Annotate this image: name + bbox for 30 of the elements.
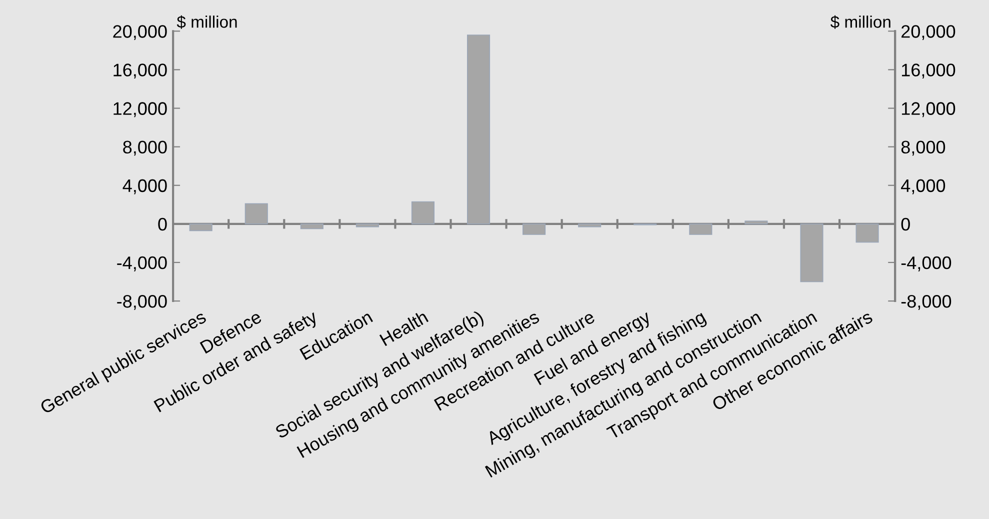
y-tick-label: 8,000	[123, 140, 167, 156]
y-axis-title: $ million	[176, 15, 237, 29]
bar	[244, 203, 268, 224]
y2-tick-label: 12,000	[902, 102, 956, 118]
y2-tick-label: 16,000	[902, 64, 956, 79]
y2-tick-label: 8,000	[901, 140, 946, 156]
bar	[356, 223, 379, 228]
bar	[411, 201, 435, 224]
y2-tick-label: 20,000	[902, 25, 956, 40]
bar	[300, 223, 324, 230]
bar	[522, 223, 546, 235]
bar	[744, 220, 768, 224]
y-tick-label: 4,000	[122, 179, 167, 194]
y-tick-label: -4,000	[117, 256, 167, 272]
y-tick-label: 16,000	[114, 64, 167, 79]
y-tick-label: -8,000	[117, 294, 167, 310]
y-tick-label: 0	[158, 218, 167, 231]
y-tick-label: 20,000	[113, 25, 167, 40]
y2-tick-label: 4,000	[901, 179, 946, 194]
bar	[578, 223, 602, 228]
bar	[856, 223, 879, 243]
bar	[189, 223, 212, 232]
bar	[689, 223, 712, 235]
y2-tick-label: -4,000	[901, 256, 952, 272]
y-tick-label: 12,000	[114, 102, 167, 118]
y2-axis-title: $ million	[830, 15, 890, 29]
bar	[466, 34, 490, 224]
y2-tick-label: 0	[901, 218, 910, 231]
y2-tick-label: -8,000	[901, 294, 952, 310]
bar	[800, 223, 824, 282]
